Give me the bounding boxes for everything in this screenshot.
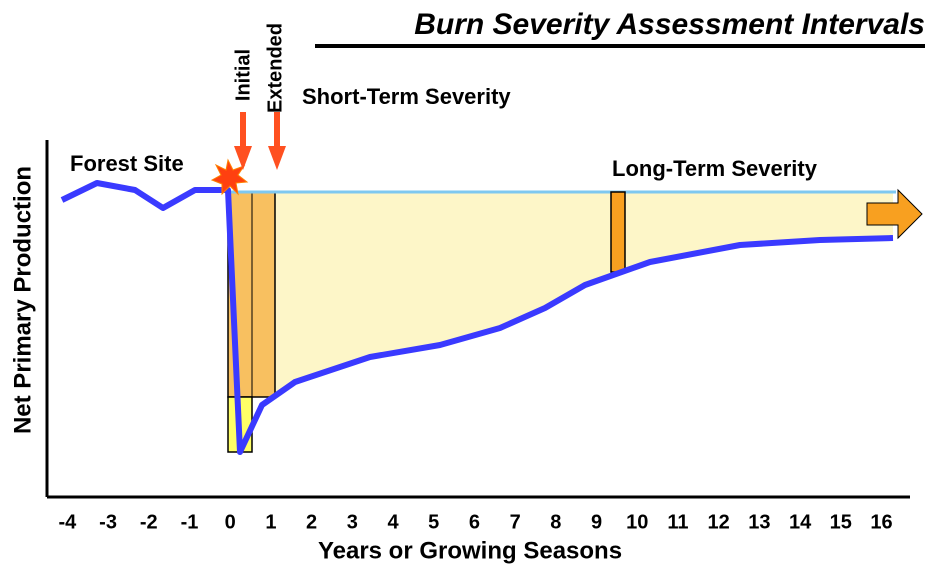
- extended-arrow: [268, 112, 286, 170]
- x-tick-label: 10: [626, 511, 648, 533]
- x-tick-label: 3: [347, 511, 358, 533]
- annotation: Short-Term Severity: [302, 84, 511, 109]
- x-tick-label: 5: [428, 511, 439, 533]
- right-arrow: [866, 188, 923, 240]
- x-axis-label: Years or Growing Seasons: [318, 537, 622, 564]
- annotation: Extended: [264, 23, 286, 113]
- x-tick-label: -3: [99, 511, 117, 533]
- x-tick-label: 16: [870, 511, 892, 533]
- long-term-bar: [610, 191, 626, 273]
- npp-curve: [60, 180, 894, 455]
- x-tick-label: 8: [550, 511, 561, 533]
- x-tick-label: -4: [58, 511, 77, 533]
- x-tick-label: 7: [510, 511, 521, 533]
- annotation: Forest Site: [70, 151, 184, 176]
- x-tick-label: 12: [708, 511, 730, 533]
- long-term-area: [275, 192, 893, 392]
- x-tick-label: 11: [667, 511, 688, 533]
- x-tick-label: 15: [830, 511, 852, 533]
- initial-arrow: [234, 112, 252, 170]
- x-tick-label: 4: [387, 511, 399, 533]
- fire-burst: [210, 158, 249, 196]
- x-tick-label: 13: [748, 511, 770, 533]
- y-axis-label: Net Primary Production: [9, 166, 36, 434]
- x-tick-label: -1: [181, 511, 199, 533]
- x-tick-label: 1: [265, 511, 276, 533]
- x-tick-label: 2: [306, 511, 317, 533]
- chart-title: Burn Severity Assessment Intervals: [414, 8, 925, 41]
- x-tick-label: 9: [591, 511, 602, 533]
- annotation: Long-Term Severity: [612, 156, 818, 181]
- x-tick-label: -2: [140, 511, 158, 533]
- x-tick-label: 14: [789, 511, 812, 533]
- x-tick-label: 6: [469, 511, 480, 533]
- annotation: Initial: [232, 49, 254, 101]
- x-tick-label: 0: [225, 511, 236, 533]
